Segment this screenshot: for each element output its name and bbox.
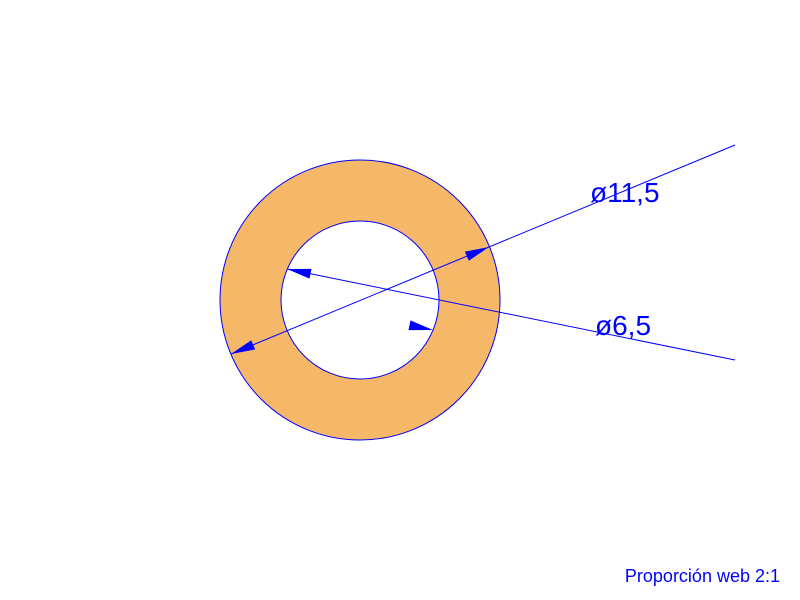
technical-drawing: ø11,5 ø6,5 Proporción web 2:1 (0, 0, 800, 600)
dim-line-inner (287, 269, 735, 360)
arrowhead-icon (286, 264, 312, 279)
arrowhead-icon (408, 320, 434, 335)
dim-label-inner: ø6,5 (595, 310, 651, 341)
dim-label-outer: ø11,5 (590, 177, 660, 208)
scale-footer: Proporción web 2:1 (625, 566, 780, 586)
